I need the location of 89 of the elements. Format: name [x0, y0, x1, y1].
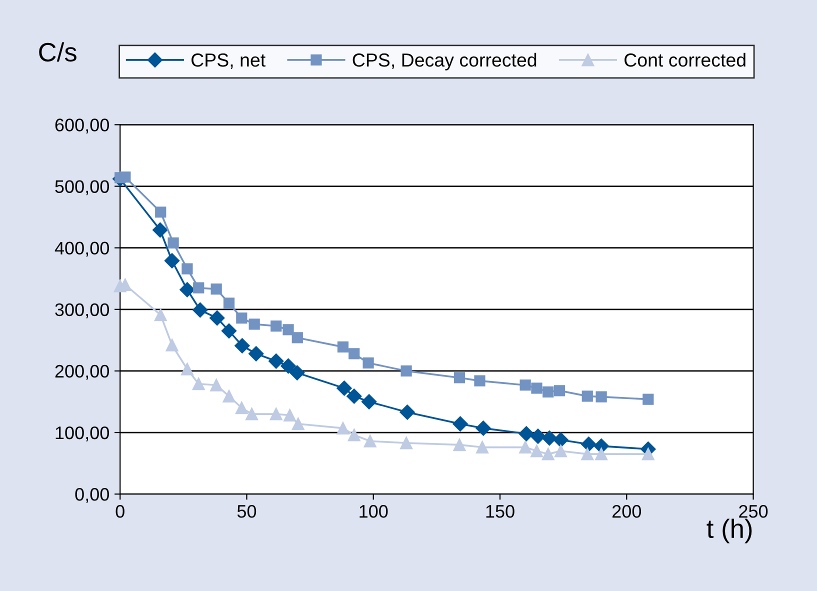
point	[164, 253, 180, 268]
point	[542, 386, 554, 398]
point	[542, 430, 557, 446]
point	[453, 438, 466, 452]
point	[210, 284, 222, 295]
point	[474, 375, 486, 386]
y-tick-label: 200,00	[55, 364, 109, 380]
x-tick-label: 150	[486, 504, 514, 518]
point	[210, 378, 223, 392]
point	[581, 436, 596, 452]
y-tick-label: 600,00	[55, 118, 109, 134]
x-axis-title: t (h)	[706, 518, 752, 544]
x-tick-label: 50	[237, 504, 256, 518]
point	[192, 378, 205, 390]
point	[152, 222, 168, 238]
point	[530, 444, 543, 458]
point	[290, 365, 305, 380]
point	[582, 390, 593, 402]
point	[236, 312, 248, 324]
point	[361, 394, 377, 410]
point	[120, 171, 131, 183]
point	[518, 426, 534, 442]
point	[336, 380, 352, 396]
point	[642, 394, 654, 405]
point	[284, 409, 296, 422]
point	[182, 263, 193, 274]
point	[282, 324, 294, 336]
point	[554, 444, 568, 458]
point	[168, 237, 179, 248]
point	[223, 298, 235, 309]
x-tick-label: 250	[739, 504, 768, 518]
point	[400, 436, 413, 450]
point	[520, 380, 531, 391]
point	[155, 206, 166, 218]
point	[180, 362, 194, 376]
point	[542, 448, 554, 460]
point	[246, 408, 258, 420]
point	[348, 348, 360, 360]
point	[642, 448, 654, 460]
point	[221, 323, 237, 339]
point	[595, 448, 608, 460]
point	[270, 320, 282, 332]
point	[180, 282, 195, 298]
point	[166, 338, 178, 352]
point	[192, 302, 208, 318]
point	[248, 318, 260, 330]
point	[554, 385, 566, 396]
point	[364, 434, 376, 448]
point	[596, 391, 607, 402]
point	[210, 310, 225, 326]
y-tick-label: 100,00	[56, 426, 109, 442]
point	[348, 428, 360, 442]
point	[222, 390, 236, 402]
point	[193, 282, 204, 294]
point	[154, 308, 167, 322]
point	[346, 388, 362, 404]
legend-label: Cont corrected	[624, 52, 746, 67]
point	[248, 346, 264, 362]
point	[362, 357, 374, 369]
point	[519, 441, 532, 454]
point	[400, 365, 412, 377]
point	[270, 408, 282, 420]
point	[531, 382, 542, 394]
point	[553, 432, 568, 448]
point	[268, 354, 284, 369]
point	[292, 418, 304, 430]
point	[454, 372, 466, 384]
point	[581, 448, 594, 460]
point	[476, 441, 489, 454]
point	[530, 428, 546, 444]
legend-label: CPS, net	[192, 53, 266, 69]
x-tick-label: 0	[116, 504, 124, 518]
point	[280, 358, 296, 374]
point	[452, 416, 468, 432]
y-tick-label: 300,00	[55, 303, 109, 318]
y-tick-label: 0,00	[75, 488, 109, 503]
legend-label: CPS, Decay corrected	[352, 52, 536, 70]
point	[292, 332, 303, 344]
point	[476, 420, 491, 436]
y-axis-title: C/s	[39, 42, 76, 62]
point	[337, 341, 349, 352]
point	[235, 402, 248, 414]
y-tick-label: 500,00	[55, 180, 109, 196]
point	[234, 338, 250, 354]
x-tick-label: 200	[612, 504, 641, 518]
y-tick-label: 400,00	[54, 242, 109, 257]
x-tick-label: 100	[360, 504, 388, 518]
point	[336, 422, 350, 434]
point	[400, 404, 415, 420]
